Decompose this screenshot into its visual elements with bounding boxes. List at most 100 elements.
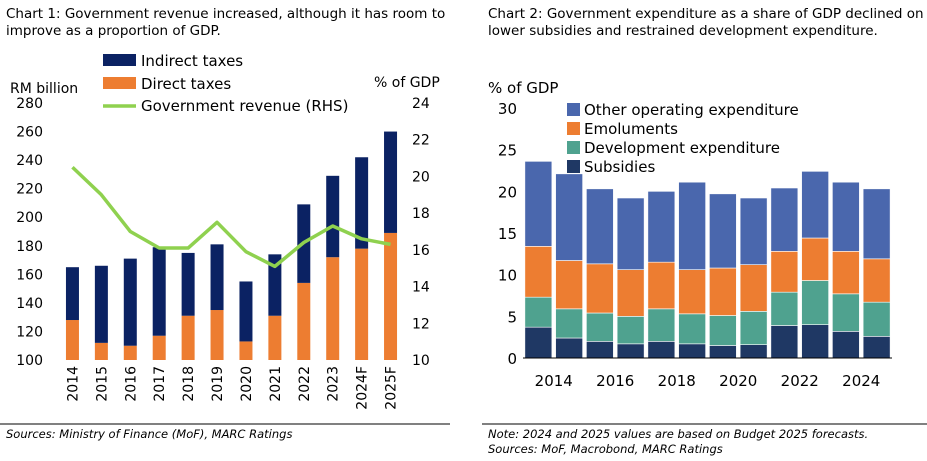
chart1-revenue-line <box>71 165 391 269</box>
chart1-bar-direct <box>239 341 253 360</box>
chart2-y-tick: 10 <box>498 267 517 285</box>
chart1-bar-direct <box>355 248 369 360</box>
chart1-x-tick: 2019 <box>210 366 226 402</box>
chart2-bar-subsidies <box>616 343 645 359</box>
chart2-y-tick: 5 <box>507 308 517 326</box>
chart2-y-tick: 30 <box>498 100 517 118</box>
chart2-y-tick: 20 <box>498 183 517 201</box>
chart1-right-tick: 24 <box>412 96 430 112</box>
chart1-bar-indirect <box>326 175 340 258</box>
chart1-x-tick: 2021 <box>268 366 284 402</box>
chart1-legend-swatch-direct <box>103 77 136 89</box>
chart1-source: Sources: Ministry of Finance (MoF), MARC… <box>6 427 292 441</box>
chart2-x-tick: 2022 <box>781 372 819 390</box>
chart2-bar-development-expenditure <box>586 312 614 342</box>
chart2-bar-other-operating-expenditure <box>647 191 676 263</box>
chart2-bar-development-expenditure <box>770 291 799 326</box>
chart2-bar-other-operating-expenditure <box>862 188 891 260</box>
chart2-bar-development-expenditure <box>709 315 737 346</box>
chart1-bar-direct <box>326 257 340 360</box>
chart2-bar-development-expenditure <box>862 301 891 337</box>
chart2-legend-label: Subsidies <box>584 158 655 176</box>
chart2-bar-other-operating-expenditure <box>616 197 645 270</box>
chart2-bar-emoluments <box>801 237 829 281</box>
chart2-bar-subsidies <box>832 331 860 359</box>
chart1-bar-indirect <box>65 267 79 321</box>
chart1-bar-direct <box>152 335 166 360</box>
chart1-x-tick: 2015 <box>94 366 110 402</box>
chart1-legend-label-revenue: Government revenue (RHS) <box>141 97 348 115</box>
chart1-bar-indirect <box>181 252 195 316</box>
chart1-legend-label-direct: Direct taxes <box>141 75 231 93</box>
chart1-x-tick: 2016 <box>123 366 139 402</box>
chart1-x-tick: 2024F <box>355 366 371 410</box>
chart1-bar-direct <box>94 342 108 360</box>
chart2-bar-development-expenditure <box>524 296 553 328</box>
chart1-title-line2: improve as a proportion of GDP. <box>6 23 221 39</box>
chart2-bar-emoluments <box>647 261 676 310</box>
chart1-bar-direct <box>384 232 398 360</box>
chart1-right-tick: 10 <box>412 353 430 369</box>
chart2-legend-label: Other operating expenditure <box>584 101 799 119</box>
chart2-legend-swatch <box>567 160 580 173</box>
chart2-axis-label: % of GDP <box>488 79 558 97</box>
chart1-bar-indirect <box>210 244 224 311</box>
chart1-bar-indirect <box>355 157 369 249</box>
chart2-legend-swatch <box>567 141 580 154</box>
chart2-x-tick: 2016 <box>596 372 634 390</box>
chart1-x-tick: 2020 <box>239 366 255 402</box>
chart2-bar-other-operating-expenditure <box>586 188 614 265</box>
chart1-bar-direct <box>268 315 282 360</box>
chart1-bar-direct <box>65 320 79 360</box>
chart2-x-tick: 2014 <box>535 372 573 390</box>
chart1-right-axis-label: % of GDP <box>374 75 440 91</box>
chart1-left-tick: 180 <box>16 239 43 255</box>
chart2-bar-development-expenditure <box>832 293 860 332</box>
chart1-x-tick: 2022 <box>297 366 313 402</box>
chart1-legend-swatch-indirect <box>103 54 136 66</box>
chart1-bar-indirect <box>384 131 398 233</box>
chart1-title-line1: Chart 1: Government revenue increased, a… <box>6 6 445 22</box>
chart1-left-tick: 280 <box>16 96 43 112</box>
chart2-bar-other-operating-expenditure <box>832 181 860 252</box>
chart2-bar-development-expenditure <box>678 313 706 345</box>
chart1-x-tick: 2017 <box>152 366 168 402</box>
chart2-bar-emoluments <box>524 246 553 298</box>
chart1-bar-indirect <box>94 265 108 343</box>
chart1-x-tick: 2025F <box>384 366 400 410</box>
chart2-y-tick: 0 <box>507 350 517 368</box>
chart1-left-tick: 200 <box>16 210 43 226</box>
chart1-x-tick: 2018 <box>181 366 197 402</box>
chart1-legend-label-indirect: Indirect taxes <box>141 52 243 70</box>
chart2-bar-subsidies <box>862 336 891 359</box>
chart1-left-axis-label: RM billion <box>10 81 78 97</box>
chart1-left-tick: 240 <box>16 153 43 169</box>
chart2-bar-emoluments <box>770 251 799 293</box>
chart1-bar-direct <box>297 282 311 360</box>
chart1-left-tick: 160 <box>16 267 43 283</box>
chart1-bar-indirect <box>152 247 166 336</box>
chart2-bar-other-operating-expenditure <box>709 193 737 269</box>
chart2-bar-other-operating-expenditure <box>524 161 553 247</box>
chart2-legend-swatch <box>567 103 580 116</box>
chart2-bar-subsidies <box>678 343 706 359</box>
chart2-bar-emoluments <box>709 267 737 316</box>
chart1-bar-indirect <box>123 258 137 346</box>
chart2-bar-subsidies <box>801 324 829 359</box>
chart1-bar-indirect <box>268 254 282 316</box>
chart2-bar-development-expenditure <box>801 280 829 325</box>
chart1-right-tick: 12 <box>412 316 430 332</box>
chart1-left-tick: 220 <box>16 182 43 198</box>
chart1-plot: 100 120 140 160 180 200 220 240 260 280 10 12 14 16 18… <box>16 52 430 410</box>
chart1-x-tick: 2023 <box>326 366 342 402</box>
chart1-bar-indirect <box>239 281 253 342</box>
chart2-legend-swatch <box>567 122 580 135</box>
chart1-x-tick: 2014 <box>65 366 81 402</box>
chart2-bar-development-expenditure <box>647 308 676 342</box>
chart2-bar-subsidies <box>647 341 676 359</box>
chart2-bar-subsidies <box>524 326 553 359</box>
chart2-note: Note: 2024 and 2025 values are based on … <box>488 427 868 441</box>
chart2-bar-emoluments <box>586 263 614 314</box>
chart1-left-tick: 120 <box>16 324 43 340</box>
